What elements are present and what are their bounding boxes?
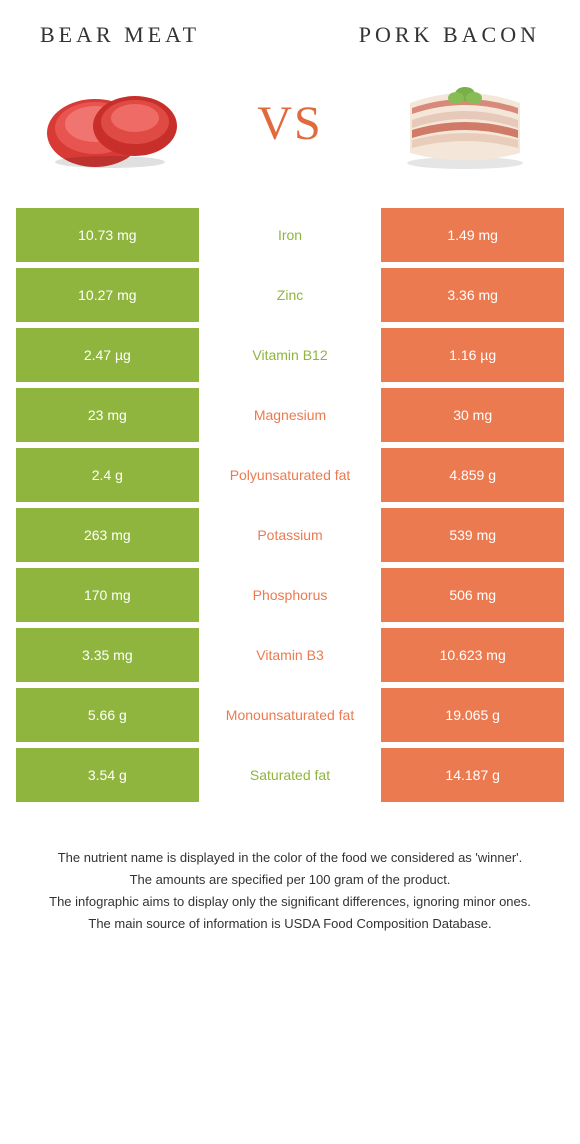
left-food-title: Bear meat [40, 22, 200, 48]
table-row: 10.73 mgIron1.49 mg [16, 208, 564, 262]
table-row: 23 mgMagnesium30 mg [16, 388, 564, 442]
comparison-table: 10.73 mgIron1.49 mg 10.27 mgZinc3.36 mg 2.… [0, 208, 580, 802]
table-row: 263 mgPotassium539 mg [16, 508, 564, 562]
table-row: 170 mgPhosphorus506 mg [16, 568, 564, 622]
pork-bacon-icon [390, 68, 540, 178]
right-value: 1.49 mg [381, 208, 564, 262]
nutrient-label: Zinc [199, 268, 382, 322]
right-value: 539 mg [381, 508, 564, 562]
left-value: 2.4 g [16, 448, 199, 502]
right-value: 10.623 mg [381, 628, 564, 682]
nutrient-label: Polyunsaturated fat [199, 448, 382, 502]
table-row: 5.66 gMonounsaturated fat19.065 g [16, 688, 564, 742]
left-value: 23 mg [16, 388, 199, 442]
left-value: 2.47 µg [16, 328, 199, 382]
table-row: 3.54 gSaturated fat14.187 g [16, 748, 564, 802]
left-value: 263 mg [16, 508, 199, 562]
right-value: 506 mg [381, 568, 564, 622]
nutrient-label: Vitamin B3 [199, 628, 382, 682]
right-value: 19.065 g [381, 688, 564, 742]
bear-meat-icon [40, 68, 190, 178]
nutrient-label: Iron [199, 208, 382, 262]
right-value: 30 mg [381, 388, 564, 442]
nutrient-label: Saturated fat [199, 748, 382, 802]
vs-row: VS [0, 58, 580, 208]
right-value: 14.187 g [381, 748, 564, 802]
header: Bear meat Pork bacon [0, 0, 580, 58]
table-row: 2.4 gPolyunsaturated fat4.859 g [16, 448, 564, 502]
nutrient-label: Monounsaturated fat [199, 688, 382, 742]
right-food-title: Pork bacon [359, 22, 540, 48]
left-value: 10.27 mg [16, 268, 199, 322]
footer-notes: The nutrient name is displayed in the co… [0, 808, 580, 957]
footer-line-3: The infographic aims to display only the… [30, 892, 550, 912]
left-value: 170 mg [16, 568, 199, 622]
left-value: 3.54 g [16, 748, 199, 802]
table-row: 2.47 µgVitamin B121.16 µg [16, 328, 564, 382]
nutrient-label: Phosphorus [199, 568, 382, 622]
footer-line-4: The main source of information is USDA F… [30, 914, 550, 934]
nutrient-label: Vitamin B12 [199, 328, 382, 382]
footer-line-2: The amounts are specified per 100 gram o… [30, 870, 550, 890]
right-value: 3.36 mg [381, 268, 564, 322]
footer-line-1: The nutrient name is displayed in the co… [30, 848, 550, 868]
right-value: 1.16 µg [381, 328, 564, 382]
table-row: 3.35 mgVitamin B310.623 mg [16, 628, 564, 682]
nutrient-label: Potassium [199, 508, 382, 562]
left-value: 3.35 mg [16, 628, 199, 682]
left-value: 10.73 mg [16, 208, 199, 262]
vs-label: VS [257, 96, 322, 151]
table-row: 10.27 mgZinc3.36 mg [16, 268, 564, 322]
right-value: 4.859 g [381, 448, 564, 502]
nutrient-label: Magnesium [199, 388, 382, 442]
left-value: 5.66 g [16, 688, 199, 742]
